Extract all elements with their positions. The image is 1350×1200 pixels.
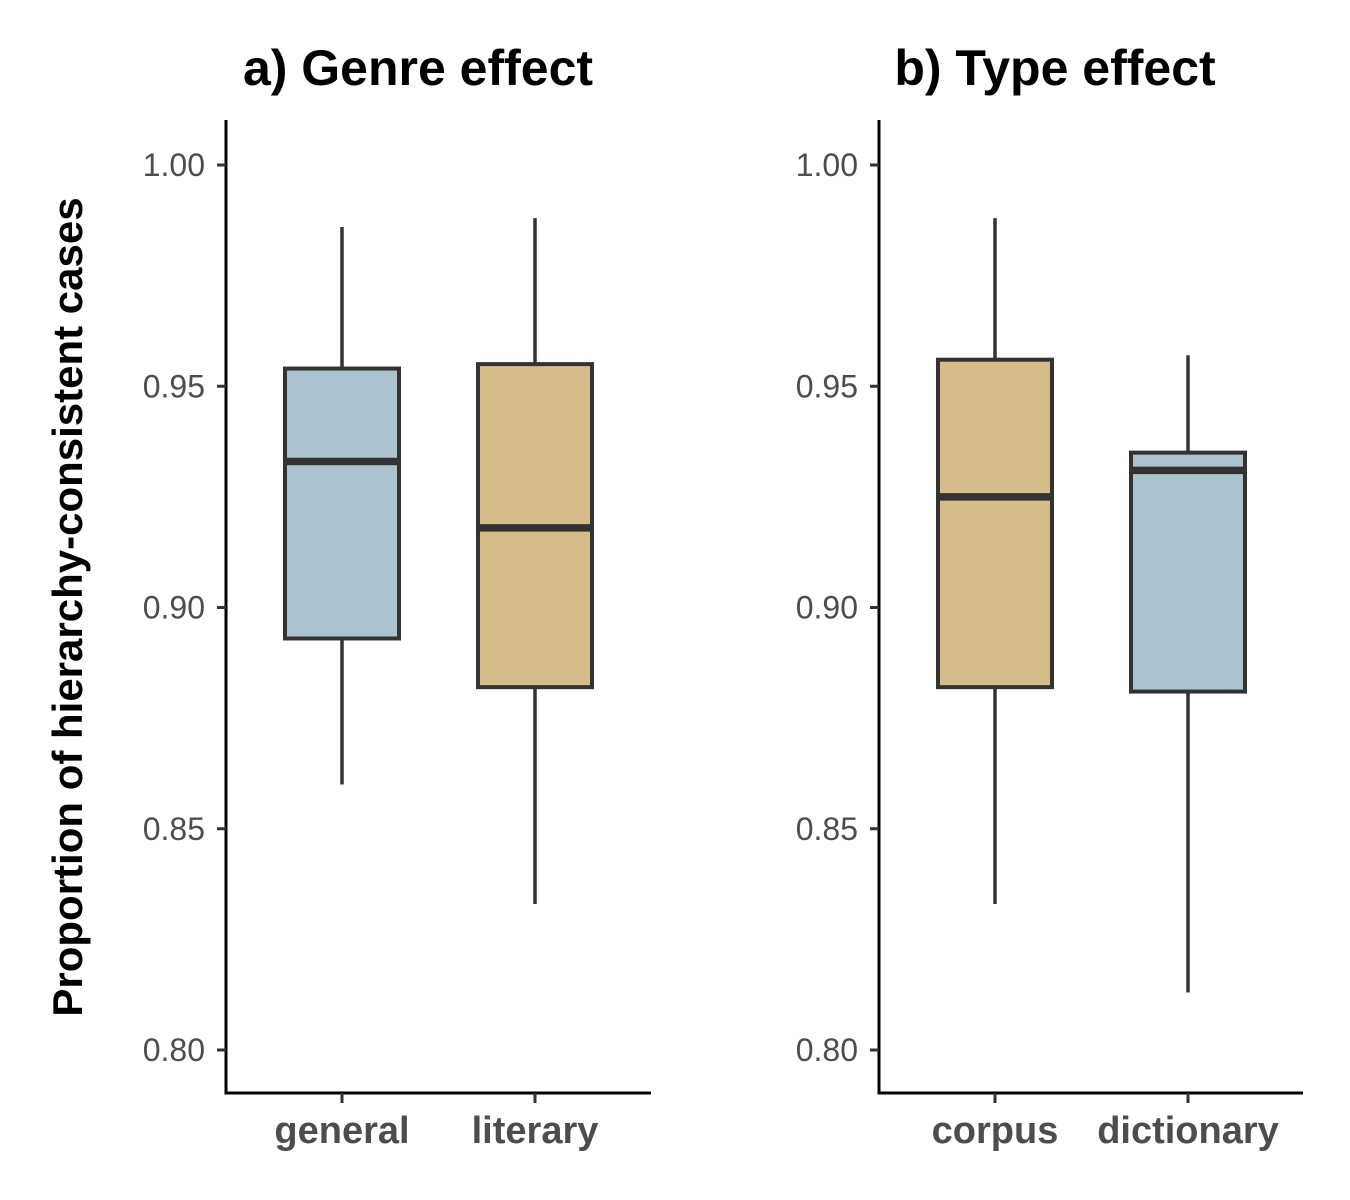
- iqr-box: [1129, 450, 1247, 694]
- boxplot-dictionary: [1129, 355, 1247, 993]
- iqr-box: [283, 366, 401, 641]
- boxplot-general: [283, 226, 401, 785]
- y-ticks: 1.00 0.95 0.90 0.85 0.80: [796, 147, 879, 1068]
- y-tick-label: 0.95: [143, 368, 205, 404]
- y-tick-label: 1.00: [796, 147, 858, 183]
- x-category-label: dictionary: [1097, 1110, 1279, 1152]
- boxplot-literary: [476, 218, 594, 904]
- y-ticks: 1.00 0.95 0.90 0.85 0.80: [143, 147, 226, 1068]
- y-tick-label: 0.85: [143, 811, 205, 847]
- boxplots: [283, 218, 594, 904]
- y-tick-label: 0.80: [796, 1032, 858, 1068]
- y-axis-label: Proportion of hierarchy-consistent cases: [44, 197, 91, 1016]
- x-categories: corpus dictionary: [932, 1093, 1279, 1152]
- y-tick-label: 1.00: [143, 147, 205, 183]
- x-category-label: general: [274, 1110, 409, 1152]
- y-tick-label: 0.80: [143, 1032, 205, 1068]
- panel-title-type: b) Type effect: [894, 40, 1216, 96]
- x-category-label: literary: [472, 1110, 599, 1152]
- y-tick-label: 0.90: [143, 590, 205, 626]
- y-tick-label: 0.95: [796, 368, 858, 404]
- boxplots: [936, 218, 1247, 993]
- x-categories: general literary: [274, 1093, 598, 1152]
- panel-genre-effect: a) Genre effect 1.00 0.95 0.90 0.85 0.80 gen…: [143, 40, 651, 1152]
- iqr-box: [936, 357, 1054, 690]
- panel-title-genre: a) Genre effect: [243, 40, 593, 96]
- boxplot-corpus: [936, 218, 1054, 904]
- panel-type-effect: b) Type effect 1.00 0.95 0.90 0.85 0.80 corp…: [796, 40, 1303, 1152]
- y-tick-label: 0.85: [796, 811, 858, 847]
- y-tick-label: 0.90: [796, 590, 858, 626]
- x-category-label: corpus: [932, 1110, 1059, 1152]
